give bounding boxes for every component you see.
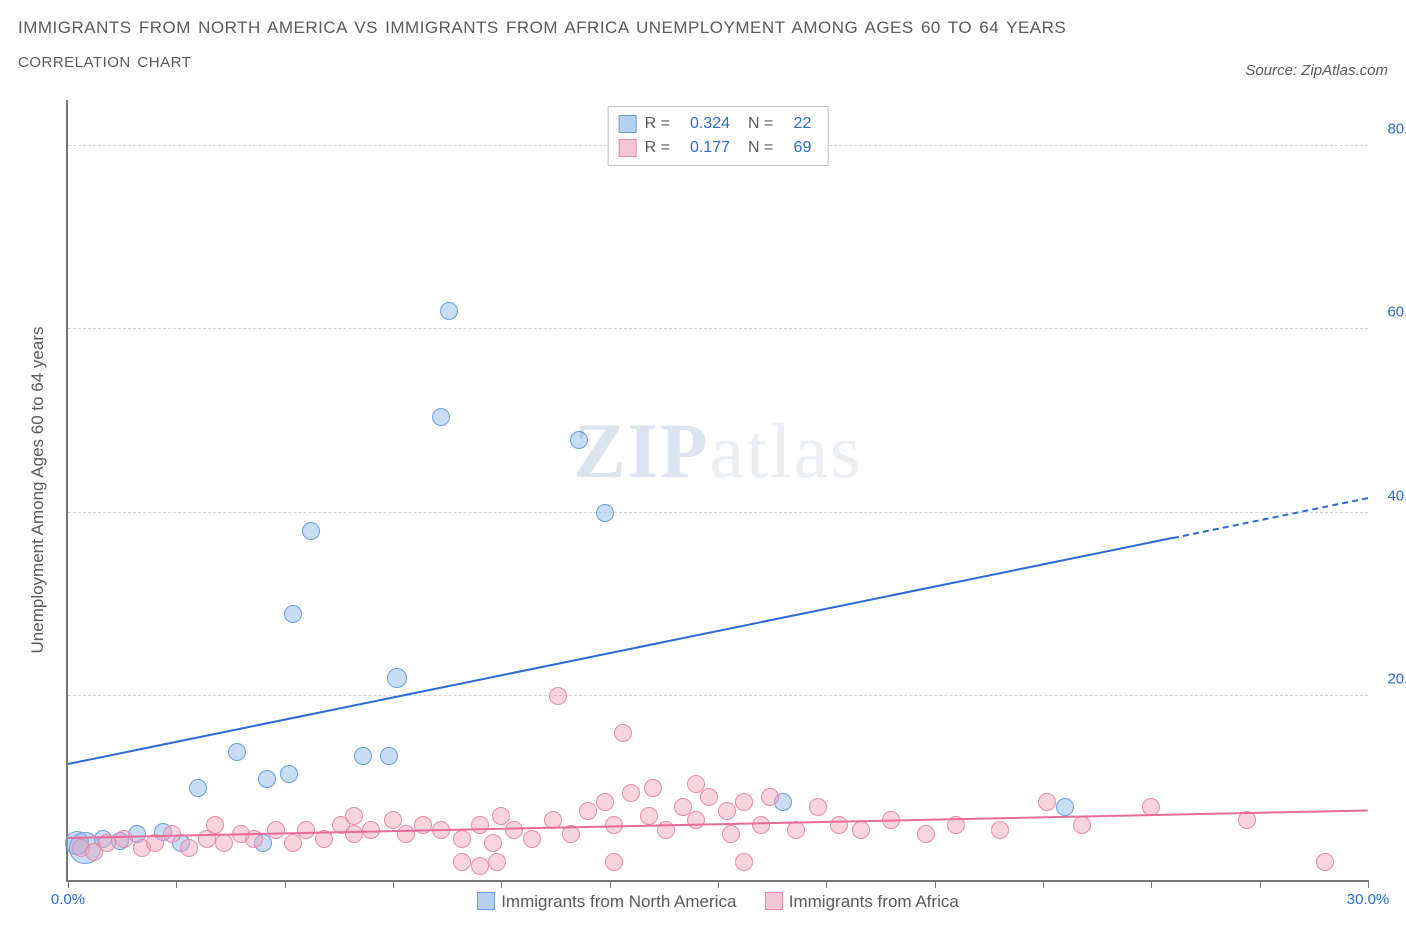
scatter-point [1056, 798, 1074, 816]
scatter-point [397, 825, 415, 843]
scatter-point [852, 821, 870, 839]
scatter-point [579, 802, 597, 820]
x-tick [285, 880, 286, 888]
scatter-point [549, 687, 567, 705]
scatter-point [440, 302, 458, 320]
scatter-point [189, 779, 207, 797]
scatter-point [605, 853, 623, 871]
scatter-point [453, 830, 471, 848]
gridline [68, 328, 1368, 329]
scatter-point [267, 821, 285, 839]
source-attribution: Source: ZipAtlas.com [1245, 62, 1388, 79]
chart-title: IMMIGRANTS FROM NORTH AMERICA VS IMMIGRA… [18, 18, 1406, 38]
x-tick [1260, 880, 1261, 888]
legend-row: R =0.177N =69 [619, 136, 812, 160]
scatter-point [280, 765, 298, 783]
legend-label: Immigrants from Africa [789, 892, 959, 911]
scatter-point [1142, 798, 1160, 816]
scatter-point [284, 605, 302, 623]
x-tick [1151, 880, 1152, 888]
chart-container: Unemployment Among Ages 60 to 64 years Z… [18, 100, 1388, 880]
scatter-point [284, 834, 302, 852]
legend-row: R =0.324N =22 [619, 112, 812, 136]
scatter-point [258, 770, 276, 788]
scatter-point [718, 802, 736, 820]
scatter-point [761, 788, 779, 806]
scatter-point [115, 830, 133, 848]
chart-subtitle: CORRELATION CHART [18, 54, 1406, 71]
scatter-point [640, 807, 658, 825]
scatter-point [622, 784, 640, 802]
x-tick [176, 880, 177, 888]
scatter-point [752, 816, 770, 834]
scatter-point [700, 788, 718, 806]
scatter-point [380, 747, 398, 765]
watermark: ZIPatlas [574, 406, 863, 496]
x-tick [68, 880, 69, 888]
scatter-point [687, 811, 705, 829]
scatter-point [484, 834, 502, 852]
scatter-point [432, 408, 450, 426]
scatter-point [614, 724, 632, 742]
x-tick [1043, 880, 1044, 888]
scatter-point [809, 798, 827, 816]
scatter-point [206, 816, 224, 834]
scatter-point [354, 747, 372, 765]
chart-header: IMMIGRANTS FROM NORTH AMERICA VS IMMIGRA… [0, 0, 1406, 71]
y-tick-label: 20.0% [1375, 671, 1406, 688]
scatter-point [228, 743, 246, 761]
scatter-point [644, 779, 662, 797]
scatter-point [297, 821, 315, 839]
scatter-point [735, 853, 753, 871]
scatter-point [596, 504, 614, 522]
scatter-point [523, 830, 541, 848]
legend-swatch [765, 892, 783, 910]
scatter-point [345, 807, 363, 825]
y-axis-label: Unemployment Among Ages 60 to 64 years [28, 130, 48, 850]
scatter-point [917, 825, 935, 843]
y-tick-label: 40.0% [1375, 487, 1406, 504]
plot-area: ZIPatlas R =0.324N =22R =0.177N =69 Immi… [66, 100, 1368, 882]
correlation-legend: R =0.324N =22R =0.177N =69 [608, 106, 829, 166]
scatter-point [991, 821, 1009, 839]
trend-line [1173, 497, 1368, 539]
x-tick [610, 880, 611, 888]
scatter-point [345, 825, 363, 843]
scatter-point [1073, 816, 1091, 834]
scatter-point [735, 793, 753, 811]
x-tick [935, 880, 936, 888]
x-tick [718, 880, 719, 888]
series-legend: Immigrants from North America Immigrants… [68, 892, 1368, 912]
x-tick [1368, 880, 1369, 888]
x-tick [501, 880, 502, 888]
scatter-point [1038, 793, 1056, 811]
scatter-point [596, 793, 614, 811]
gridline [68, 695, 1368, 696]
scatter-point [471, 816, 489, 834]
x-tick-label: 0.0% [51, 891, 85, 908]
scatter-point [570, 431, 588, 449]
scatter-point [488, 853, 506, 871]
scatter-point [830, 816, 848, 834]
scatter-point [302, 522, 320, 540]
scatter-point [387, 668, 407, 688]
x-tick [826, 880, 827, 888]
scatter-point [1316, 853, 1334, 871]
legend-swatch [477, 892, 495, 910]
gridline [68, 512, 1368, 513]
legend-swatch [619, 115, 637, 133]
scatter-point [180, 839, 198, 857]
x-tick [393, 880, 394, 888]
legend-label: Immigrants from North America [501, 892, 736, 911]
scatter-point [453, 853, 471, 871]
scatter-point [722, 825, 740, 843]
scatter-point [471, 857, 489, 875]
scatter-point [215, 834, 233, 852]
x-tick-label: 30.0% [1347, 891, 1390, 908]
legend-swatch [619, 139, 637, 157]
y-tick-label: 60.0% [1375, 304, 1406, 321]
y-tick-label: 80.0% [1375, 120, 1406, 137]
